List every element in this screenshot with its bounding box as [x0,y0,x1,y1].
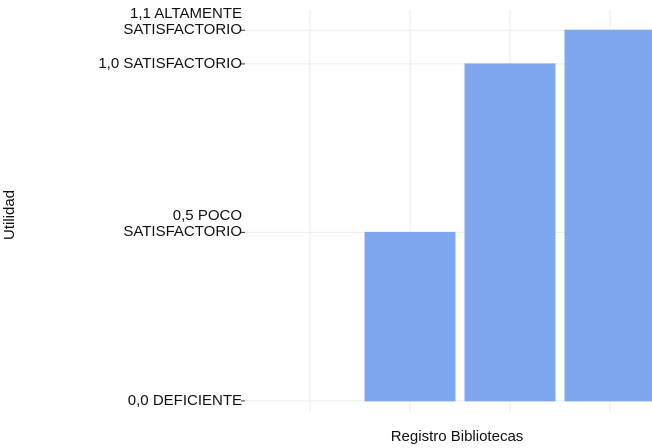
bar [464,63,556,402]
y-tick-label: 0,5 POCO SATISFACTORIO [123,207,242,241]
y-tick-label: 0,0 DEFICIENTE [127,391,242,409]
y-tick-label: 1,1 ALTAMENTE SATISFACTORIO [123,5,242,39]
y-tick-label: 1,0 SATISFACTORIO [98,54,242,72]
bar [364,231,456,402]
bar [564,29,652,402]
y-axis-label: Utilidad [1,190,18,240]
x-axis-label: Registro Bibliotecas [391,428,524,445]
